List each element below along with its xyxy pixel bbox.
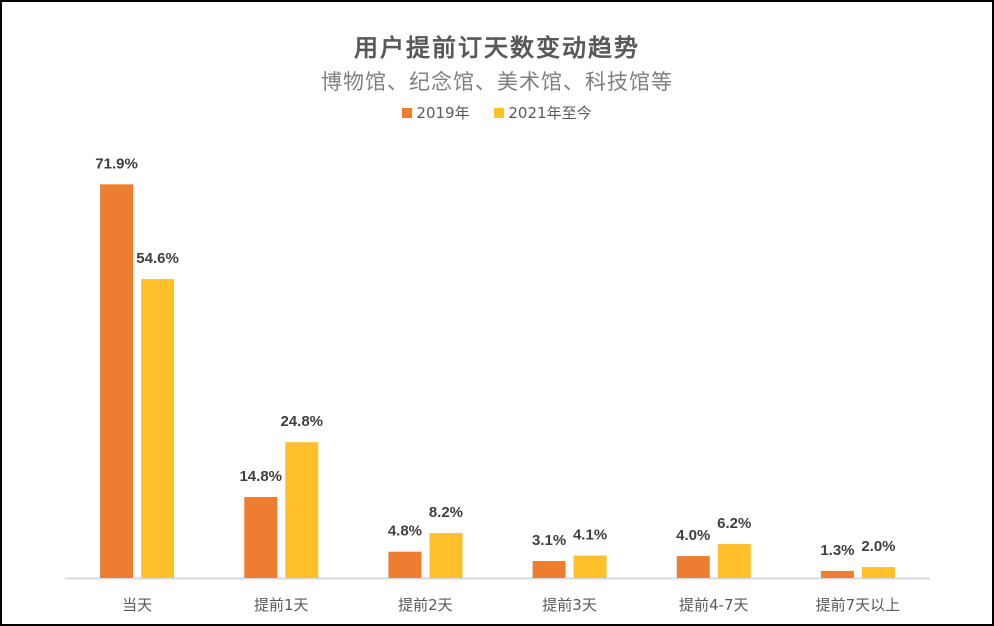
data-label: 2.0% <box>861 538 895 555</box>
legend-label: 2019年 <box>416 104 470 122</box>
x-tick-label: 提前3天 <box>542 596 597 614</box>
data-label: 14.8% <box>239 468 282 485</box>
bar-0-0 <box>100 184 134 578</box>
data-label: 4.1% <box>573 527 607 544</box>
bar-1-1 <box>285 442 319 578</box>
bar-1-0 <box>141 279 175 578</box>
data-label: 24.8% <box>280 413 323 430</box>
bar-1-2 <box>429 533 463 578</box>
legend-swatch <box>402 108 413 118</box>
data-label: 3.1% <box>532 532 566 549</box>
chart-title: 用户提前订天数变动趋势 <box>354 34 640 62</box>
chart-subtitle: 博物馆、纪念馆、美术馆、科技馆等 <box>321 70 673 94</box>
data-label: 1.3% <box>820 542 854 559</box>
legend-item-2021: 2021年至今 <box>494 104 592 122</box>
bar-0-5 <box>820 570 854 578</box>
bar-1-3 <box>573 555 607 578</box>
legend-label: 2021年至今 <box>508 104 592 122</box>
legend-item-2019: 2019年 <box>402 104 470 122</box>
x-tick-label: 提前2天 <box>398 596 453 614</box>
bar-0-2 <box>388 551 422 578</box>
data-label: 8.2% <box>429 504 463 521</box>
data-label: 4.8% <box>388 523 422 540</box>
bar-0-3 <box>532 561 566 578</box>
data-label: 6.2% <box>717 515 751 532</box>
x-tick-label: 提前4-7天 <box>679 596 749 614</box>
data-label: 54.6% <box>136 250 179 267</box>
bar-0-4 <box>676 556 710 578</box>
legend: 2019年 2021年至今 <box>2 102 992 123</box>
data-label: 71.9% <box>95 155 138 172</box>
x-tick-label: 提前1天 <box>254 596 309 614</box>
x-tick-label: 提前7天以上 <box>816 596 901 614</box>
bar-1-5 <box>861 567 895 578</box>
data-label: 4.0% <box>676 527 710 544</box>
bar-0-1 <box>244 496 278 578</box>
legend-swatch <box>494 108 505 118</box>
bar-1-4 <box>717 544 751 578</box>
x-tick-label: 当天 <box>122 596 152 614</box>
